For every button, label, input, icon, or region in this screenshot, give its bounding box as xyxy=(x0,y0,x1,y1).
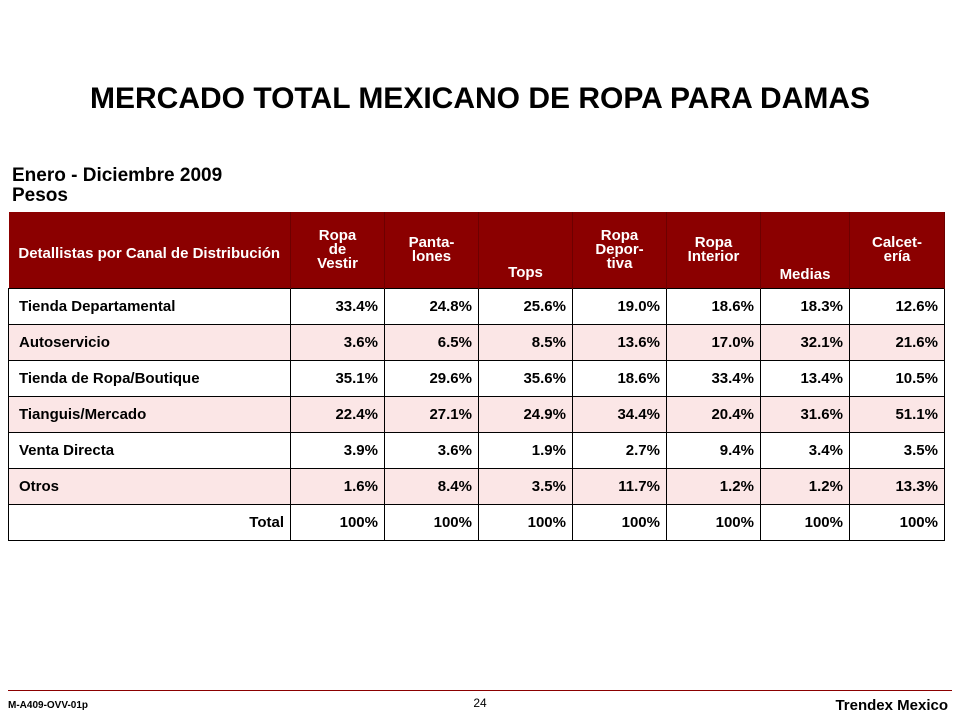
cell-value: 10.5% xyxy=(849,360,945,397)
cell-value: 1.2% xyxy=(760,468,850,505)
cell-value: 33.4% xyxy=(666,360,761,397)
cell-value: 3.5% xyxy=(478,468,573,505)
unit-label: Pesos xyxy=(12,185,68,206)
header-ropa-de-vestir: Ropa de Vestir xyxy=(290,212,385,289)
cell-value: 13.6% xyxy=(572,324,667,361)
cell-value: 12.6% xyxy=(849,288,945,325)
cell-value: 3.4% xyxy=(760,432,850,469)
cell-value: 22.4% xyxy=(290,396,385,433)
table-row: Otros 1.6% 8.4% 3.5% 11.7% 1.2% 1.2% 13.… xyxy=(8,468,945,505)
market-share-table: Detallistas por Canal de Distribución Ro… xyxy=(8,212,945,541)
cell-value: 3.6% xyxy=(290,324,385,361)
slide-title: MERCADO TOTAL MEXICANO DE ROPA PARA DAMA… xyxy=(89,82,870,115)
table-row: Tienda de Ropa/Boutique 35.1% 29.6% 35.6… xyxy=(8,360,945,397)
row-label: Autoservicio xyxy=(8,324,291,361)
cell-value: 3.9% xyxy=(290,432,385,469)
cell-value: 24.8% xyxy=(384,288,479,325)
cell-value: 19.0% xyxy=(572,288,667,325)
cell-value: 2.7% xyxy=(572,432,667,469)
cell-value: 6.5% xyxy=(384,324,479,361)
subtitle: Enero - Diciembre 2009 Pesos xyxy=(12,166,222,206)
cell-value: 32.1% xyxy=(760,324,850,361)
header-tops: Tops xyxy=(478,212,573,289)
cell-value: 1.9% xyxy=(478,432,573,469)
brand-name: Trendex Mexico xyxy=(835,697,948,714)
document-code: M-A409-OVV-01p xyxy=(8,700,89,711)
cell-value: 3.6% xyxy=(384,432,479,469)
cell-value: 51.1% xyxy=(849,396,945,433)
cell-value: 13.3% xyxy=(849,468,945,505)
cell-value: 1.2% xyxy=(666,468,761,505)
cell-value: 100% xyxy=(572,504,667,541)
table-row: Venta Directa 3.9% 3.6% 1.9% 2.7% 9.4% 3… xyxy=(8,432,945,469)
cell-value: 27.1% xyxy=(384,396,479,433)
row-label: Tienda de Ropa/Boutique xyxy=(8,360,291,397)
cell-value: 18.3% xyxy=(760,288,850,325)
cell-value: 29.6% xyxy=(384,360,479,397)
cell-value: 1.6% xyxy=(290,468,385,505)
table-header-row: Detallistas por Canal de Distribución Ro… xyxy=(8,212,945,289)
row-label: Otros xyxy=(8,468,291,505)
cell-value: 18.6% xyxy=(572,360,667,397)
table-row: Tianguis/Mercado 22.4% 27.1% 24.9% 34.4%… xyxy=(8,396,945,433)
cell-value: 100% xyxy=(666,504,761,541)
cell-value: 100% xyxy=(290,504,385,541)
cell-value: 24.9% xyxy=(478,396,573,433)
cell-value: 8.4% xyxy=(384,468,479,505)
cell-value: 3.5% xyxy=(849,432,945,469)
cell-value: 9.4% xyxy=(666,432,761,469)
header-ropa-interior: Ropa Interior xyxy=(666,212,761,289)
row-label: Tianguis/Mercado xyxy=(8,396,291,433)
header-pantalones: Panta- lones xyxy=(384,212,479,289)
header-ropa-deportiva: Ropa Depor- tiva xyxy=(572,212,667,289)
cell-value: 17.0% xyxy=(666,324,761,361)
table-row: Tienda Departamental 33.4% 24.8% 25.6% 1… xyxy=(8,288,945,325)
cell-value: 25.6% xyxy=(478,288,573,325)
cell-value: 13.4% xyxy=(760,360,850,397)
cell-value: 20.4% xyxy=(666,396,761,433)
total-row: Total 100% 100% 100% 100% 100% 100% 100% xyxy=(8,504,945,541)
cell-value: 100% xyxy=(478,504,573,541)
cell-value: 100% xyxy=(760,504,850,541)
cell-value: 21.6% xyxy=(849,324,945,361)
cell-value: 34.4% xyxy=(572,396,667,433)
cell-value: 18.6% xyxy=(666,288,761,325)
header-channel: Detallistas por Canal de Distribución xyxy=(8,212,291,289)
header-medias: Medias xyxy=(760,212,850,289)
cell-value: 35.1% xyxy=(290,360,385,397)
cell-value: 11.7% xyxy=(572,468,667,505)
period-label: Enero - Diciembre 2009 xyxy=(12,165,223,186)
header-calceteria: Calcet- ería xyxy=(849,212,945,289)
cell-value: 100% xyxy=(384,504,479,541)
cell-value: 8.5% xyxy=(478,324,573,361)
row-label: Venta Directa xyxy=(8,432,291,469)
footer-divider xyxy=(8,690,952,691)
cell-value: 35.6% xyxy=(478,360,573,397)
row-label: Tienda Departamental xyxy=(8,288,291,325)
page-number: 24 xyxy=(473,696,487,710)
cell-value: 100% xyxy=(849,504,945,541)
cell-value: 31.6% xyxy=(760,396,850,433)
cell-value: 33.4% xyxy=(290,288,385,325)
table-row: Autoservicio 3.6% 6.5% 8.5% 13.6% 17.0% … xyxy=(8,324,945,361)
total-label: Total xyxy=(8,504,291,541)
